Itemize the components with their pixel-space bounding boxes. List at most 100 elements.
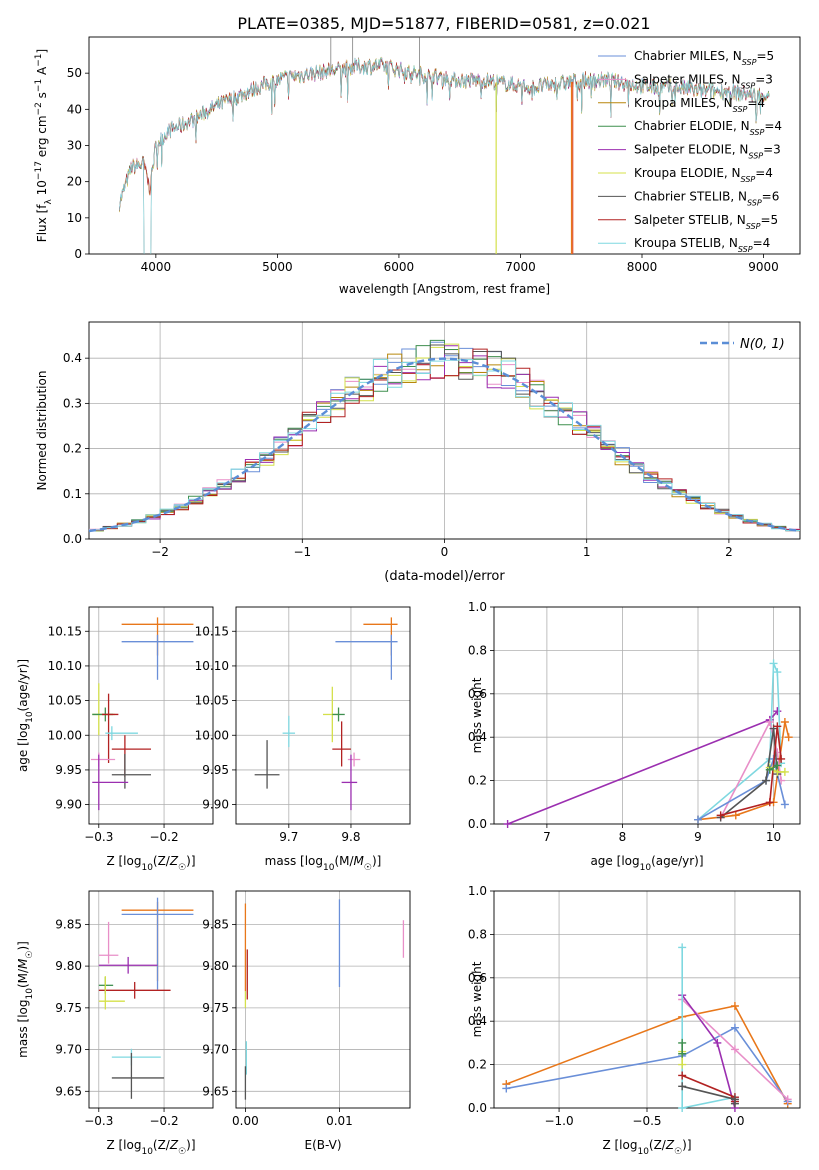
y-axis-label: Normed distribution [35, 371, 49, 491]
x-tick-label: 9.8 [341, 830, 360, 844]
x-tick-label: 4000 [141, 260, 172, 274]
weight-marker [777, 754, 786, 763]
axes-mass_vs_EBV: 0.00 0.01 9.65 9.70 9.75 9.80 9.85 E(B-V) [202, 890, 411, 1152]
legend-entry: Chabrier ELODIE, NSSP=4 [634, 119, 782, 137]
weight-series [506, 1026, 789, 1102]
x-axis-label: Z [log10(Z/Z☉)] [106, 854, 195, 873]
weight-marker [678, 1071, 687, 1080]
y-tick-label: 0.0 [468, 1101, 487, 1115]
weight-marker [503, 820, 512, 828]
weight-marker [765, 765, 774, 774]
y-axis-label-text: Normed distribution [35, 371, 49, 491]
figure-title: PLATE=0385, MJD=51877, FIBERID=0581, z=0… [237, 14, 650, 33]
legend-entry: Kroupa MILES, NSSP=4 [634, 96, 765, 114]
y-tick-label: 0.0 [468, 817, 487, 831]
y-tick-label: 0.4 [468, 1014, 487, 1028]
axes-mass_weight_vs_age: 7 8 9 10 0.0 0.2 0.4 0.6 0.8 1.0 age [log10(age/yr… [468, 600, 801, 873]
y-tick-label: 0 [74, 247, 82, 261]
x-axis-label: wavelength [Angstrom, rest frame] [339, 282, 550, 296]
legend: Chabrier MILES, NSSP=5 Salpeter MILES, NS… [598, 49, 782, 254]
x-axis-label-text: Z [log10(Z/Z☉)] [106, 854, 195, 873]
weight-marker [678, 1060, 687, 1069]
x-tick-label: 0.0 [725, 1114, 744, 1128]
y-axis-label: mass weight [470, 961, 484, 1037]
legend-entry: Kroupa STELIB, NSSP=4 [634, 236, 770, 254]
x-axis-label: mass [log10(M/M☉)] [265, 854, 382, 873]
x-axis-label: (data-model)/error [384, 569, 505, 584]
axes-age_vs_Z: −0.3 −0.2 9.90 9.95 10.00 10.05 10.10 10.15 Z [l… [16, 606, 214, 873]
plot-layer: 4000 5000 6000 7000 8000 900001020304050wavel… [16, 36, 801, 1157]
axes-frame [88, 321, 801, 540]
x-tick-label: 9.7 [279, 830, 298, 844]
y-tick-label: 9.95 [202, 763, 229, 777]
weight-series-group [502, 943, 792, 1112]
y-tick-label: 10.00 [195, 728, 229, 742]
x-tick-label: 10 [766, 830, 781, 844]
weight-series [681, 947, 736, 1109]
y-tick-label: 0.0 [63, 532, 82, 546]
y-tick-label: 50 [67, 66, 82, 80]
weight-marker [730, 1099, 739, 1108]
y-tick-label: 9.95 [55, 763, 82, 777]
weight-marker [769, 659, 778, 668]
y-tick-label: 9.65 [55, 1084, 82, 1098]
weight-series-group [503, 659, 793, 828]
weight-marker [678, 943, 687, 952]
x-axis-label: Z [log10(Z/Z☉)] [106, 1138, 195, 1157]
y-tick-label: 10 [67, 211, 82, 225]
x-axis-label-text: Z [log10(Z/Z☉)] [602, 1138, 691, 1157]
y-tick-label: 10.10 [195, 659, 229, 673]
legend-entry: Chabrier MILES, NSSP=5 [634, 49, 774, 67]
axes-frame [88, 36, 801, 255]
weight-series [720, 726, 782, 817]
y-tick-label: 10.15 [195, 624, 229, 638]
y-tick-label: 9.75 [55, 1001, 82, 1015]
weight-marker [678, 1038, 687, 1047]
x-axis-label-text: mass [log10(M/M☉)] [265, 854, 382, 873]
y-tick-label: 10.10 [48, 659, 82, 673]
weight-marker [784, 733, 793, 742]
x-tick-label: 0 [441, 545, 449, 559]
gaussian-curve [88, 357, 801, 533]
weight-marker [773, 722, 782, 731]
y-axis-label-text: mass [log10(M/M☉)] [16, 941, 35, 1058]
y-tick-label: 9.80 [55, 959, 82, 973]
weight-marker [678, 1104, 687, 1112]
weight-marker [780, 767, 789, 776]
weight-marker [502, 1084, 511, 1093]
weight-marker [713, 1038, 722, 1047]
x-axis-label-text: age [log10(age/yr)] [590, 854, 703, 873]
x-tick-label: −1 [293, 545, 311, 559]
y-tick-label: 0.6 [468, 971, 487, 985]
y-axis-label: mass weight [470, 677, 484, 753]
y-tick-label: 0.4 [468, 730, 487, 744]
y-tick-label: 10.05 [195, 694, 229, 708]
weight-series [682, 1085, 736, 1104]
spectrum-lines [119, 37, 770, 254]
y-axis-label-text: age [log10(age/yr)] [16, 659, 35, 772]
x-tick-label: −1.0 [544, 1114, 573, 1128]
x-tick-label: 7000 [505, 260, 536, 274]
x-axis-label: Z [log10(Z/Z☉)] [602, 1138, 691, 1157]
axes-frame [493, 606, 801, 825]
x-tick-label: 1 [583, 545, 591, 559]
y-tick-label: 9.90 [202, 798, 229, 812]
y-tick-label: 1.0 [468, 600, 487, 614]
x-tick-label: 8 [619, 830, 627, 844]
y-axis-label: mass [log10(M/M☉)] [16, 941, 35, 1058]
x-tick-label: 0.01 [326, 1114, 353, 1128]
weight-marker [730, 1023, 739, 1032]
legend-entry: Chabrier STELIB, NSSP=6 [634, 189, 779, 207]
spectrum-line [119, 57, 770, 254]
x-axis-label-text: wavelength [Angstrom, rest frame] [339, 282, 550, 296]
weight-marker [716, 811, 725, 820]
y-tick-label: 1.0 [468, 884, 487, 898]
weight-marker [678, 1049, 687, 1058]
weight-marker [765, 718, 774, 727]
y-tick-label: 10.15 [48, 624, 82, 638]
axes-age_vs_mass: 9.7 9.8 9.90 9.95 10.00 10.05 10.10 10.15 mass [… [195, 606, 411, 873]
x-tick-label: 7 [543, 830, 551, 844]
y-axis-label: age [log10(age/yr)] [16, 659, 35, 772]
x-axis-label: E(B-V) [304, 1138, 341, 1152]
y-tick-label: 0.2 [468, 1058, 487, 1072]
